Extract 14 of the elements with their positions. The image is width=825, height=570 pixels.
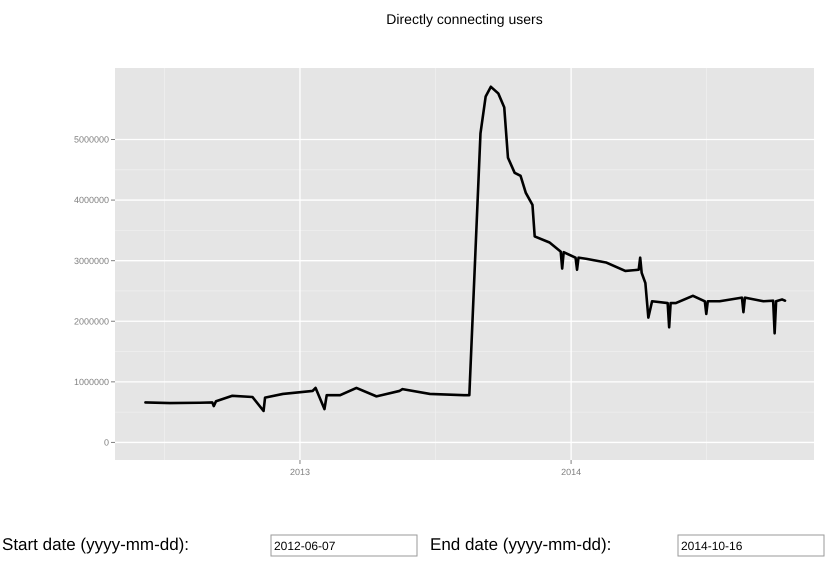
y-tick-label: 5000000 xyxy=(74,134,109,145)
text-field: 2012-06-07 xyxy=(270,534,418,556)
y-tick-label: 0 xyxy=(104,438,109,448)
text-field: 2014-10-16 xyxy=(678,534,824,556)
y-tick-label: 2000000 xyxy=(74,316,109,326)
text: End date (yyyy-mm-dd): xyxy=(430,535,612,554)
line-series xyxy=(144,85,786,412)
chart-title: Directly connecting users xyxy=(386,11,543,27)
x-tick-label: 2013 xyxy=(290,467,310,477)
x-tick-label: 2014 xyxy=(561,467,582,477)
y-tick-label: 4000000 xyxy=(74,195,109,206)
y-tick-label: 1000000 xyxy=(74,376,109,387)
text: Start date (yyyy-mm-dd): xyxy=(2,535,190,554)
y-tick-label: 3000000 xyxy=(74,256,109,266)
